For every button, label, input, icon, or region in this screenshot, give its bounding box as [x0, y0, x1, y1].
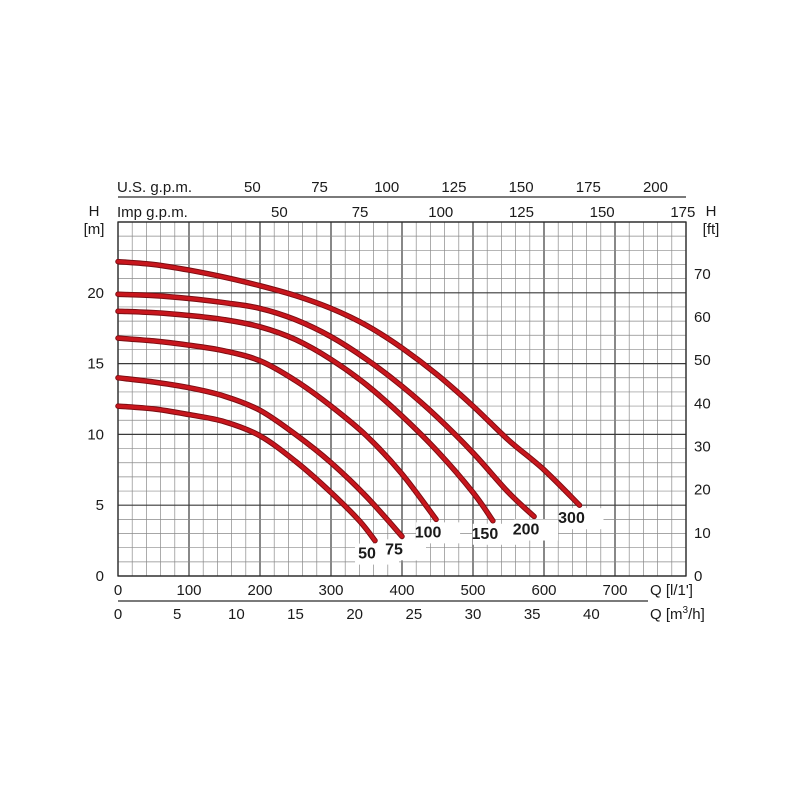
curve-outline-50	[115, 403, 378, 544]
y-left-tick-label: 20	[87, 285, 104, 302]
curve-label-200: 200	[513, 522, 540, 539]
y-right-tick-label: 60	[694, 309, 711, 326]
curve-75	[116, 376, 404, 539]
y-left-tick-label: 10	[87, 426, 104, 443]
grid	[117, 221, 687, 577]
y-right-tick-label: 40	[694, 395, 711, 412]
x-bottom2-tick-label: 30	[465, 606, 482, 623]
curve-100	[116, 336, 438, 522]
y-right-tick-label: 10	[694, 525, 711, 542]
x-bottom2-tick-label: 5	[173, 606, 181, 623]
x-top2-tick-label: 175	[670, 204, 695, 221]
curve-label-150: 150	[472, 526, 499, 543]
curve-50	[116, 404, 377, 543]
x-top2-tick-label: 100	[428, 204, 453, 221]
y-axis-right-label: H	[706, 203, 717, 220]
curve-label-background	[416, 522, 461, 544]
curve-label-background	[382, 539, 426, 561]
x-axis-bottom-label: Q [l/1']	[650, 582, 693, 599]
x-bottom-tick-label: 400	[389, 582, 414, 599]
x-top1-tick-label: 50	[244, 179, 261, 196]
x-bottom-tick-label: 100	[176, 582, 201, 599]
x-top1-tick-label: 75	[311, 179, 328, 196]
x-bottom2-tick-label: 35	[524, 606, 541, 623]
y-axis-left-unit: [m]	[84, 221, 105, 238]
curve-150	[116, 309, 495, 523]
y-axis-right-unit: [ft]	[703, 221, 720, 238]
x-bottom-tick-label: 700	[602, 582, 627, 599]
curve-label-100: 100	[415, 524, 442, 541]
curve-200	[116, 292, 536, 519]
curve-label-background	[514, 519, 559, 541]
x-top1-tick-label: 100	[374, 179, 399, 196]
x-bottom2-tick-label: 25	[405, 606, 422, 623]
y-left-tick-label: 0	[96, 568, 104, 585]
curve-label-background	[559, 508, 604, 530]
x-bottom2-tick-label: 10	[228, 606, 245, 623]
x-axis-top1-label: U.S. g.p.m.	[117, 179, 192, 196]
y-right-tick-label: 0	[694, 568, 702, 585]
curve-label-75: 75	[385, 541, 403, 558]
x-bottom2-tick-label: 40	[583, 606, 600, 623]
x-top1-tick-label: 125	[441, 179, 466, 196]
x-bottom-tick-label: 300	[318, 582, 343, 599]
x-axis-bottom2-label: Q [m3/h]	[650, 605, 705, 623]
y-right-tick-label: 30	[694, 439, 711, 456]
x-top2-tick-label: 150	[590, 204, 615, 221]
curve-outline-100	[115, 335, 439, 523]
y-left-tick-label: 15	[87, 356, 104, 373]
curve-label-300: 300	[558, 510, 585, 527]
plot-frame	[117, 221, 687, 577]
curves	[115, 258, 583, 544]
x-top2-tick-label: 75	[352, 204, 369, 221]
x-top1-tick-label: 200	[643, 179, 668, 196]
curve-label-50: 50	[358, 546, 376, 563]
y-right-tick-label: 70	[694, 266, 711, 283]
x-top1-tick-label: 150	[509, 179, 534, 196]
x-bottom2-tick-label: 15	[287, 606, 304, 623]
y-right-tick-label: 50	[694, 352, 711, 369]
curve-label-background	[472, 523, 517, 545]
y-axis-left-label: H	[89, 203, 100, 220]
curve-300	[116, 259, 582, 507]
y-left-tick-label: 5	[96, 497, 104, 514]
x-bottom-tick-label: 200	[247, 582, 272, 599]
x-bottom2-tick-label: 0	[114, 606, 122, 623]
x-bottom-tick-label: 500	[460, 582, 485, 599]
x-top2-tick-label: 125	[509, 204, 534, 221]
x-top1-tick-label: 175	[576, 179, 601, 196]
x-bottom-tick-label: 0	[114, 582, 122, 599]
y-right-tick-label: 20	[694, 482, 711, 499]
x-bottom-tick-label: 600	[531, 582, 556, 599]
x-bottom2-tick-label: 20	[346, 606, 363, 623]
x-axis-top2-label: Imp g.p.m.	[117, 204, 188, 221]
curve-labels: 50 75 100 150 200 300	[355, 508, 604, 565]
x-top2-tick-label: 50	[271, 204, 288, 221]
